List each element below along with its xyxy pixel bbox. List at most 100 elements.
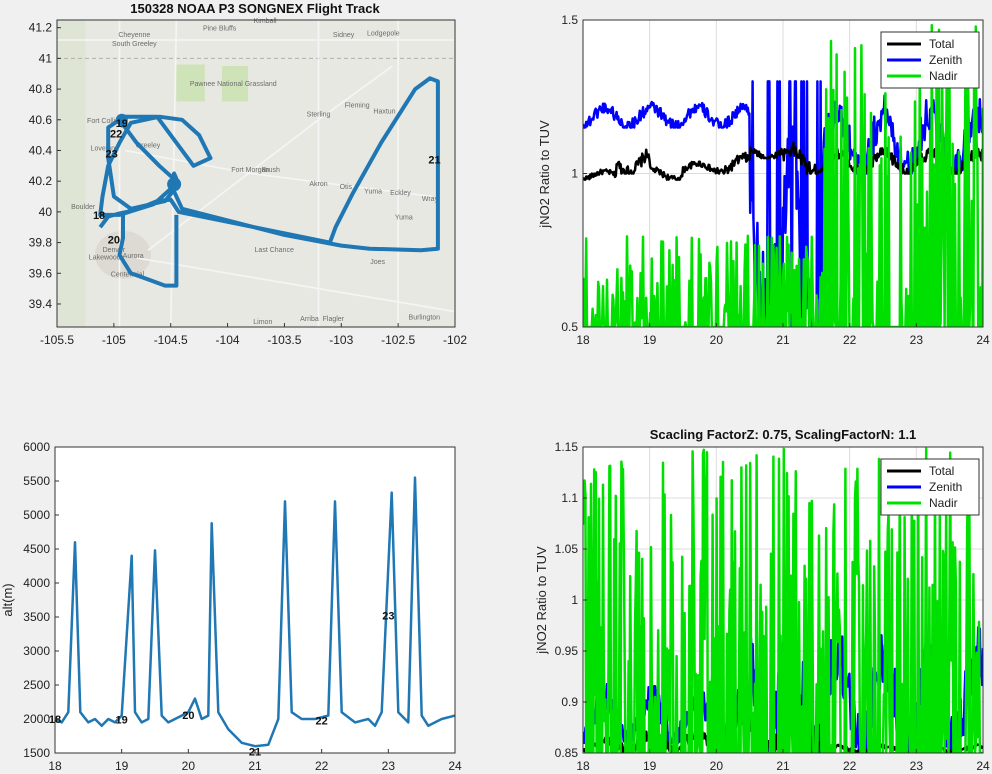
map-series: [98, 76, 440, 288]
map-frame: [56, 19, 456, 328]
ratio-scaled-xtick-label: 18: [576, 759, 590, 773]
map-denver-urban: [94, 230, 151, 279]
map-basemap-labels: Cheyenne South Greeley Pine Bluffs Kimball S…: [71, 18, 440, 326]
altitude-series-line: [54, 476, 456, 748]
altitude-hour-annotation: 20: [182, 710, 194, 722]
map-xtick-label: -105: [102, 333, 126, 347]
altitude-ytick-label: 6000: [23, 440, 50, 454]
map-xtick-label: -104.5: [154, 333, 188, 347]
altitude-series: [54, 476, 456, 748]
altitude-xtick-label: 21: [248, 759, 262, 773]
ratio-raw-axes: 18 19 20 21 22 23 24 0.5 1 1.5: [561, 13, 990, 347]
map-place-label: Flagler: [323, 316, 345, 323]
ratio-scaled-ytick-label: 1.05: [555, 542, 579, 556]
map-grassland-area: [176, 64, 205, 102]
ratio-scaled-ytick-label: 0.95: [555, 644, 579, 658]
ratio-raw-ytick-label: 0.5: [561, 320, 578, 334]
ratio-raw-series-nadir: [583, 23, 983, 327]
ratio-raw-ylabel: jNO2 Ratio to TUV: [537, 120, 552, 229]
altitude-hour-annotation: 19: [116, 715, 128, 727]
ratio-scaled-title: Scacling FactorZ: 0.75, ScalingFactorN: …: [650, 427, 917, 442]
ratio-scaled-ytick-label: 1.1: [561, 491, 578, 505]
map-flight-hub-marker: [167, 177, 182, 192]
map-ytick-label: 40.4: [29, 143, 53, 157]
map-place-label: Pawnee National Grassland: [190, 81, 277, 88]
map-hour-annotation: 19: [116, 118, 128, 130]
ratio-raw-xtick-label: 24: [976, 333, 990, 347]
altitude-ytick-label: 3000: [23, 644, 50, 658]
map-xtick-label: -102.5: [381, 333, 415, 347]
ratio-raw-legend-entry: Total: [929, 37, 954, 51]
ratio-scaled-xtick-label: 20: [710, 759, 724, 773]
altitude-ytick-label: 5500: [23, 474, 50, 488]
altitude-xtick-label: 19: [115, 759, 129, 773]
ratio-scaled-xtick-label: 23: [910, 759, 924, 773]
ratio-scaled-ytick-label: 1: [571, 593, 578, 607]
map-grassland-area: [221, 66, 249, 102]
map-xtick-label: -103: [329, 333, 353, 347]
ratio-raw-xtick-label: 18: [576, 333, 590, 347]
altitude-hour-annotation: 23: [382, 611, 394, 623]
ratio-raw-ytick-label: 1.5: [561, 13, 578, 27]
map-xtick-label: -105.5: [40, 333, 74, 347]
map-place-label: Fort Morgan: [231, 167, 269, 174]
map-place-label: Akron: [309, 181, 327, 188]
altitude-panel: 18 19 20 21 22 23 18 19 20 21 22 23 24 1500 2000 2500 3…: [0, 440, 462, 773]
ratio-scaled-legend: Total Zenith Nadir: [880, 458, 980, 516]
map-place-label: Centennial: [111, 271, 145, 278]
map-place-label: Haxtun: [373, 109, 395, 116]
ratio-scaled-ytick-label: 0.85: [555, 746, 579, 760]
ratio-raw-ytick-label: 1: [571, 167, 578, 181]
ratio-raw-series-lines: [583, 23, 983, 327]
ratio-scaled-ytick-label: 1.15: [555, 440, 579, 454]
ratio-scaled-xtick-label: 21: [776, 759, 790, 773]
map-place-label: Loveland: [91, 145, 120, 152]
map-flight-track: [98, 76, 440, 253]
map-ytick-label: 39.8: [29, 236, 53, 250]
altitude-xtick-label: 24: [448, 759, 462, 773]
map-place-label: Denver: [103, 247, 126, 254]
map-place-label: Last Chance: [255, 247, 294, 254]
ratio-raw-legend-entry: Nadir: [929, 69, 958, 83]
map-road: [136, 257, 456, 313]
map-ytick-label: 41: [39, 51, 53, 65]
ratio-raw-legend-entry: Zenith: [929, 53, 962, 67]
altitude-ytick-label: 1500: [23, 746, 50, 760]
map-place-label: Greeley: [136, 142, 161, 149]
map-hour-annotation: 18: [93, 210, 105, 222]
map-title: 150328 NOAA P3 SONGNEX Flight Track: [130, 1, 380, 16]
ratio-raw-series: [583, 23, 983, 327]
map-place-label: Lakewood: [89, 254, 121, 261]
ratio-raw-xtick-label: 19: [643, 333, 657, 347]
map-hour-annotation: 23: [105, 149, 117, 161]
altitude-ytick-label: 4000: [23, 576, 50, 590]
altitude-xtick-label: 18: [48, 759, 62, 773]
map-place-label: Fleming: [345, 102, 370, 109]
ratio-scaled-legend-entry: Total: [929, 464, 954, 478]
altitude-ylabel: alt(m): [0, 583, 15, 616]
map-ytick-label: 41.2: [29, 21, 53, 35]
map-place-label: Pine Bluffs: [203, 26, 237, 33]
map-place-label: Sidney: [333, 32, 355, 39]
map-place-label: Yuma: [395, 215, 413, 222]
map-xtick-label: -102: [443, 333, 467, 347]
altitude-hour-annotation: 22: [316, 715, 328, 727]
map-place-label: South Greeley: [112, 41, 157, 48]
map-road: [125, 149, 433, 198]
map-ytick-label: 39.4: [29, 297, 53, 311]
map-place-label: Limon: [253, 319, 272, 326]
map-place-label: Arriba: [300, 316, 319, 323]
ratio-raw-xtick-label: 23: [910, 333, 924, 347]
map-place-label: Joes: [370, 259, 385, 266]
map-place-label: Aurora: [123, 253, 144, 260]
map-foothills: [57, 20, 86, 327]
ratio-scaled-axes: 18 19 20 21 22 23 24 0.85 0.9 0.95 1 1.05 1.1 1.15: [555, 440, 990, 773]
map-hour-annotation: 20: [108, 235, 120, 247]
map-axes: -105.5 -105 -104.5 -104 -103.5 -103 -102.5 -102…: [29, 21, 468, 347]
altitude-ytick-label: 5000: [23, 508, 50, 522]
map-flight-track: [117, 211, 179, 288]
ratio-scaled-ylabel: jNO2 Ratio to TUV: [534, 546, 549, 655]
ratio-raw-xtick-label: 20: [710, 333, 724, 347]
